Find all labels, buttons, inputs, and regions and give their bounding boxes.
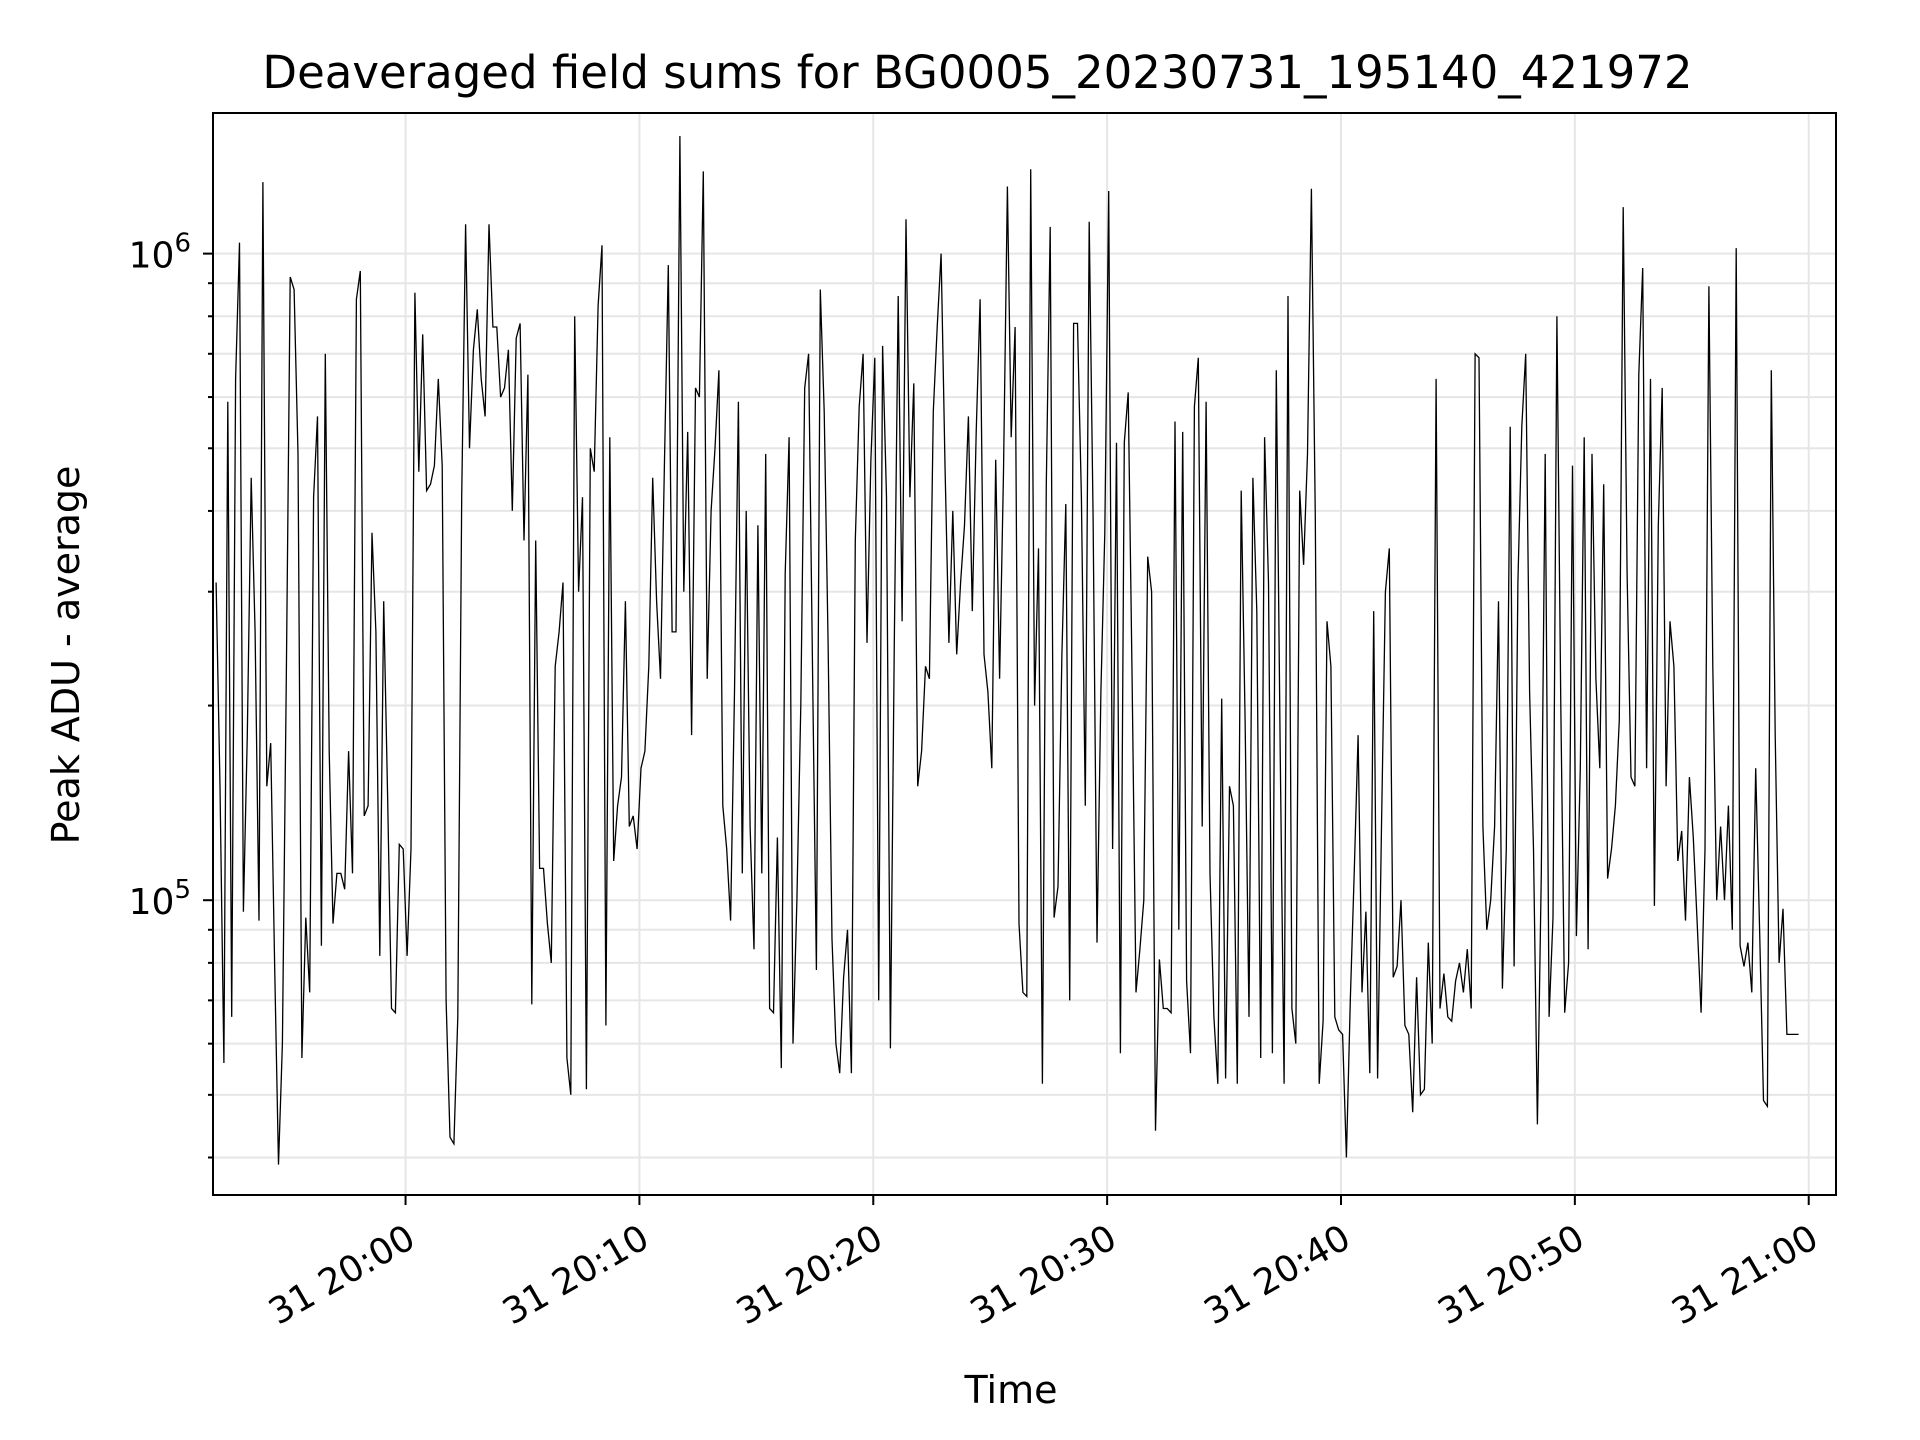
y-tick-base: 10	[129, 882, 175, 923]
x-tick-label: 31 20:40	[1198, 1217, 1358, 1333]
y-tick-label: 106	[129, 229, 191, 277]
plot-frame	[212, 112, 1837, 1196]
y-tick-exponent: 6	[174, 229, 191, 259]
grid-lines	[213, 113, 1836, 1195]
series-group	[215, 135, 1799, 1165]
x-tick-label: 31 21:00	[1665, 1217, 1825, 1333]
y-tick-base: 10	[129, 236, 175, 277]
x-tick-label: 31 20:50	[1431, 1217, 1591, 1333]
series-line	[215, 135, 1799, 1165]
y-tick-label: 105	[129, 875, 191, 923]
chart-title: Deaveraged field sums for BG0005_2023073…	[262, 46, 1693, 99]
x-axis: 31 20:00 31 20:10 31 20:20 31 20:30 31 20:40…	[262, 1195, 1825, 1333]
x-tick-label: 31 20:30	[964, 1217, 1124, 1333]
x-axis-label: Time	[964, 1368, 1058, 1412]
x-tick-label: 31 20:10	[496, 1217, 656, 1333]
x-tick-label: 31 20:00	[262, 1217, 422, 1333]
y-tick-exponent: 5	[174, 875, 191, 905]
x-tick-label: 31 20:20	[730, 1217, 890, 1333]
